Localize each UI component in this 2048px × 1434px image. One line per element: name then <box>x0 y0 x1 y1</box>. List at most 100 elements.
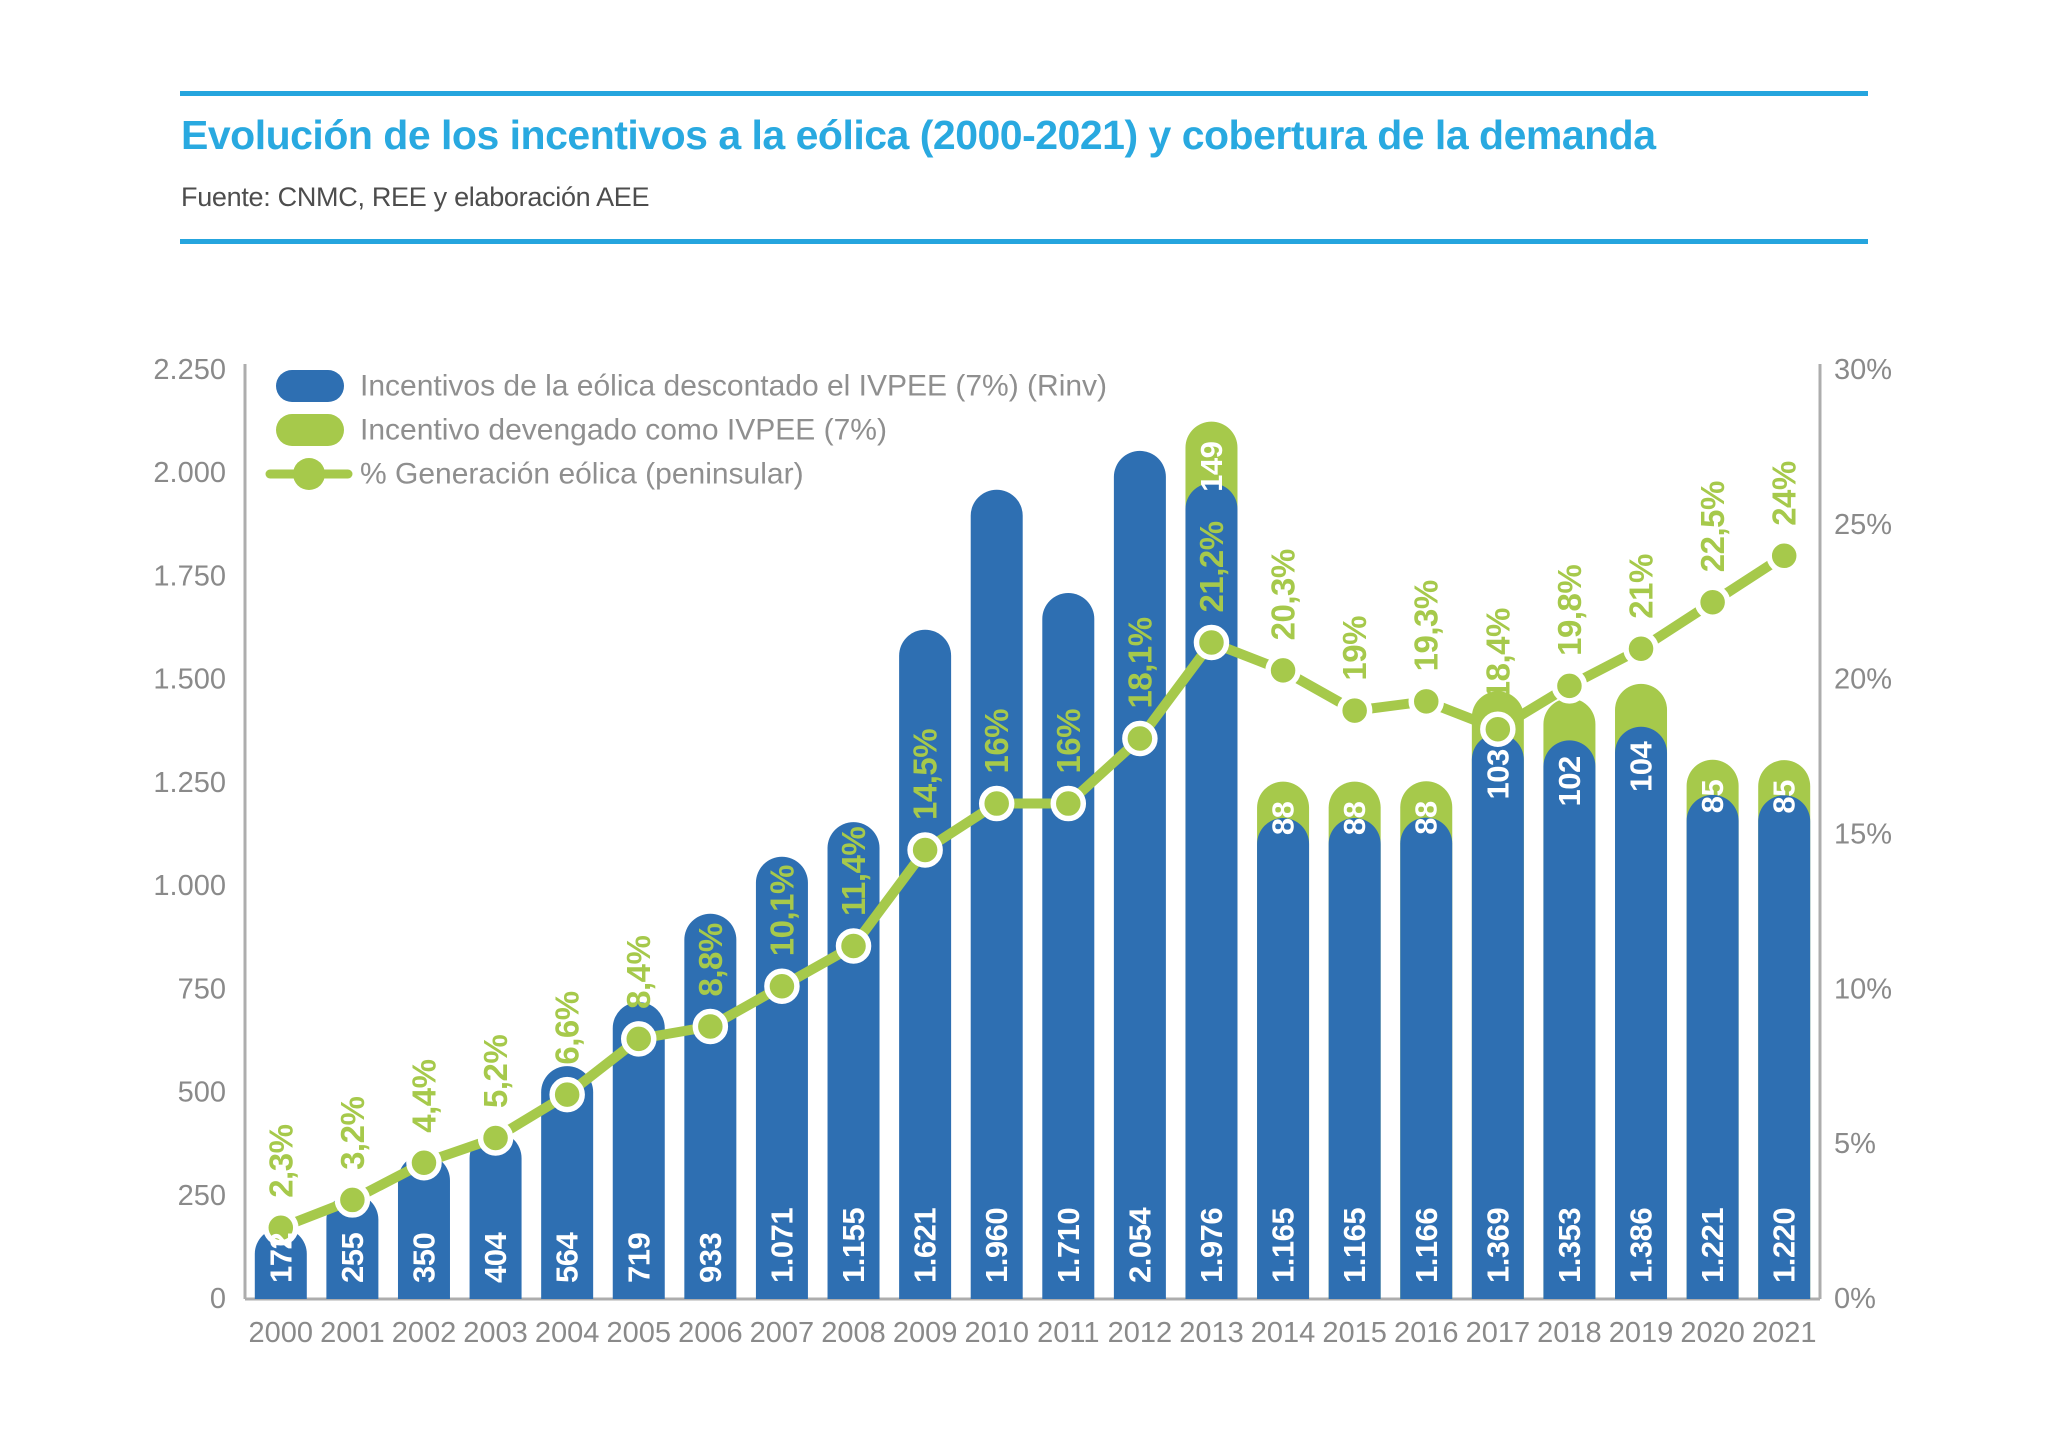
bar-value-label-2006: 933 <box>693 1233 728 1283</box>
x-axis-label-2009: 2009 <box>893 1317 958 1349</box>
bar-value-label-2007: 1.071 <box>764 1208 799 1283</box>
x-axis-label-2015: 2015 <box>1322 1317 1387 1349</box>
line-marker-2019 <box>1623 630 1659 667</box>
left-axis-tick: 1.250 <box>153 767 226 799</box>
line-marker-2004 <box>549 1076 585 1113</box>
bar-value-label-2002: 350 <box>406 1233 441 1283</box>
legend-swatch-0 <box>276 370 344 402</box>
bar-blue-2019 <box>1615 726 1668 1299</box>
line-value-label-2019: 21% <box>1623 554 1660 619</box>
line-marker-2000 <box>263 1210 299 1246</box>
left-axis-tick: 750 <box>178 973 226 1005</box>
bar-blue-2003 <box>469 1132 522 1299</box>
x-axis-label-2008: 2008 <box>821 1317 886 1349</box>
line-value-label-2006: 8,8% <box>692 923 729 996</box>
line-value-label-2021: 24% <box>1766 461 1803 526</box>
x-axis-label-2016: 2016 <box>1394 1317 1459 1349</box>
bar-value-label-2019: 1.386 <box>1624 1208 1659 1283</box>
bar-value-label-2005: 719 <box>621 1233 656 1283</box>
line-marker-2007 <box>764 968 800 1004</box>
x-axis-label-2002: 2002 <box>392 1317 457 1349</box>
bar-blue-2009 <box>899 629 952 1299</box>
line-value-label-2014: 20,3% <box>1265 549 1302 640</box>
x-axis-label-2014: 2014 <box>1251 1317 1316 1349</box>
left-axis-tick: 250 <box>178 1180 226 1212</box>
x-axis-label-2001: 2001 <box>320 1317 385 1349</box>
bar-value-label-2009: 1.621 <box>908 1208 943 1283</box>
line-marker-2016 <box>1408 683 1444 720</box>
cap-value-label-2013: 149 <box>1194 441 1229 491</box>
bar-value-label-2004: 564 <box>550 1232 585 1283</box>
right-axis-tick: 30% <box>1834 354 1892 386</box>
line-value-label-2020: 22,5% <box>1694 481 1731 572</box>
x-axis-label-2018: 2018 <box>1537 1317 1602 1349</box>
line-marker-2006 <box>692 1008 729 1045</box>
line-value-label-2000: 2,3% <box>262 1124 299 1197</box>
line-marker-2008 <box>835 928 872 964</box>
line-value-label-2003: 5,2% <box>477 1035 514 1108</box>
left-axis-tick: 500 <box>178 1077 226 1109</box>
x-axis-label-2012: 2012 <box>1108 1317 1173 1349</box>
x-axis-label-2006: 2006 <box>678 1317 743 1349</box>
cap-value-label-2015: 88 <box>1337 801 1372 835</box>
line-marker-2001 <box>334 1182 371 1218</box>
line-marker-2014 <box>1265 652 1301 689</box>
bar-value-label-2011: 1.710 <box>1051 1208 1086 1283</box>
x-axis-label-2000: 2000 <box>249 1317 314 1349</box>
bar-blue-2010 <box>970 489 1023 1299</box>
x-axis-label-2004: 2004 <box>535 1317 600 1349</box>
bar-value-label-2003: 404 <box>478 1232 513 1283</box>
header-bottom-rule <box>180 239 1868 244</box>
bar-blue-2018 <box>1543 740 1596 1299</box>
bar-blue-2012 <box>1113 450 1166 1299</box>
bar-value-label-2017: 1.369 <box>1480 1208 1515 1283</box>
bar-value-label-2001: 255 <box>335 1233 370 1283</box>
bar-blue-2000 <box>254 1228 307 1299</box>
bar-blue-2001 <box>326 1193 379 1299</box>
line-value-label-2012: 18,1% <box>1121 617 1158 708</box>
right-axis-tick: 0% <box>1834 1283 1876 1315</box>
x-axis-label-2003: 2003 <box>463 1317 528 1349</box>
bar-value-label-2000: 172 <box>263 1233 298 1283</box>
line-value-label-2004: 6,6% <box>549 991 586 1064</box>
cap-value-label-2016: 88 <box>1409 801 1444 835</box>
line-value-label-2011: 16% <box>1050 709 1087 774</box>
line-value-label-2018: 19,8% <box>1551 565 1588 656</box>
left-axis-tick: 0 <box>210 1283 226 1315</box>
cap-value-label-2021: 85 <box>1767 780 1802 814</box>
source-caption: Fuente: CNMC, REE y elaboración AEE <box>181 182 650 212</box>
right-axis-tick: 5% <box>1834 1128 1876 1160</box>
legend-line-dot <box>293 458 325 490</box>
bar-blue-2014 <box>1257 817 1310 1299</box>
bar-blue-2007 <box>755 856 808 1299</box>
bar-blue-2004 <box>541 1066 594 1299</box>
legend-label-0: Incentivos de la eólica descontado el IV… <box>360 370 1107 403</box>
line-marker-2005 <box>621 1021 657 1057</box>
bar-blue-2015 <box>1328 817 1381 1299</box>
line-value-label-2017: 18,4% <box>1479 608 1516 699</box>
right-axis-tick: 20% <box>1834 664 1892 696</box>
line-value-label-2013: 21,2% <box>1193 521 1230 612</box>
line-value-label-2005: 8,4% <box>620 936 657 1009</box>
x-axis-label-2017: 2017 <box>1466 1317 1531 1349</box>
line-marker-2009 <box>907 832 943 868</box>
x-axis-label-2007: 2007 <box>750 1317 815 1349</box>
bar-value-label-2020: 1.221 <box>1695 1208 1730 1283</box>
x-axis-label-2013: 2013 <box>1179 1317 1244 1349</box>
line-marker-2011 <box>1050 785 1087 822</box>
cap-value-label-2020: 85 <box>1695 780 1730 814</box>
bar-value-label-2008: 1.155 <box>836 1208 871 1283</box>
right-axis-tick: 10% <box>1834 973 1892 1005</box>
right-axis-tick: 25% <box>1834 509 1892 541</box>
bar-blue-2016 <box>1400 817 1453 1299</box>
cap-value-label-2014: 88 <box>1266 801 1301 835</box>
line-marker-2017 <box>1480 711 1516 747</box>
line-marker-2015 <box>1336 692 1373 729</box>
x-axis-label-2021: 2021 <box>1752 1317 1817 1349</box>
x-axis-label-2020: 2020 <box>1680 1317 1745 1349</box>
bar-blue-2020 <box>1686 794 1739 1299</box>
bar-value-label-2013: 1.976 <box>1194 1208 1229 1283</box>
bar-blue-2005 <box>612 1002 665 1299</box>
left-axis-tick: 2.000 <box>153 457 226 489</box>
